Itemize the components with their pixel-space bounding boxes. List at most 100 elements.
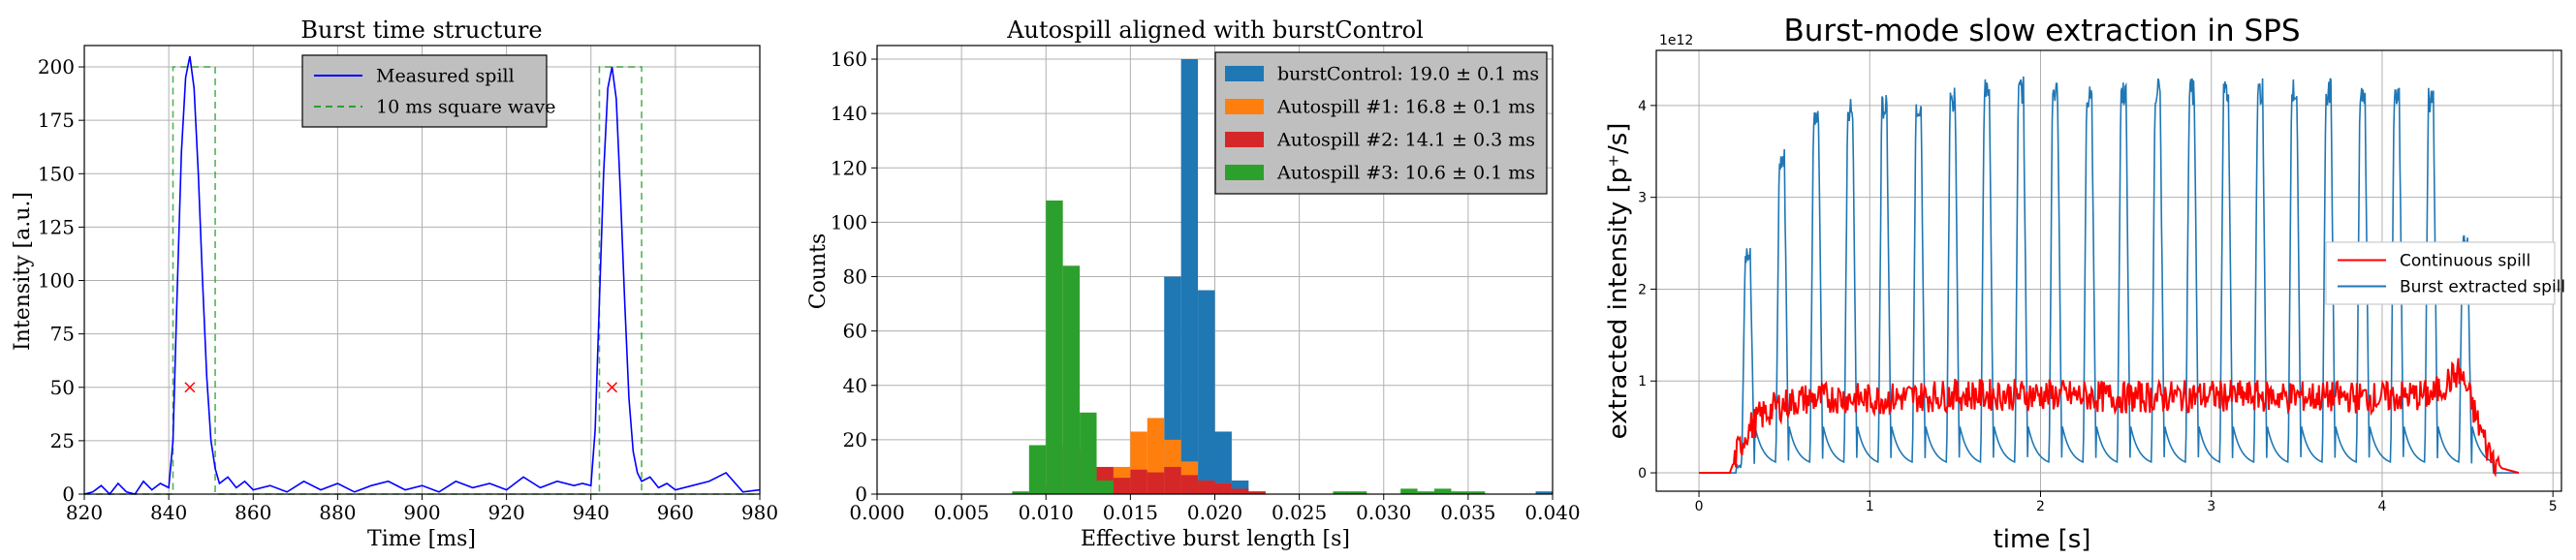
- histogram-bar: [1400, 488, 1418, 494]
- legend-swatch: [1225, 66, 1264, 81]
- x-tick-label: 2: [2036, 499, 2045, 514]
- histogram-bar: [1012, 491, 1029, 494]
- x-tick-label: 0.005: [933, 501, 989, 524]
- histogram-bar: [1198, 290, 1215, 494]
- panel-burst-mode-extraction: Burst-mode slow extraction in SPS time […: [1604, 14, 2565, 554]
- y-tick-label: 60: [843, 320, 867, 343]
- legend-label: Continuous spill: [2400, 251, 2530, 270]
- panel-autospill-histogram: Autospill aligned with burstControl Effe…: [806, 16, 1581, 551]
- histogram-bar: [1333, 491, 1350, 494]
- histogram-bar: [1028, 445, 1047, 494]
- axes-frame: [876, 45, 1554, 495]
- y-tick-label: 25: [50, 429, 75, 452]
- y-tick-label: 140: [831, 102, 867, 125]
- ticks: 820 840 860 880 900 920 940 960 980 0 25 50 75 100 125…: [38, 55, 778, 524]
- axes-frame: [1655, 49, 2562, 492]
- plot-area: [1012, 59, 1553, 495]
- x-tick-label: 0.040: [1524, 501, 1580, 524]
- histogram-bar: [1046, 200, 1063, 495]
- x-tick-label: 1: [1866, 499, 1874, 514]
- histogram-bar: [1214, 482, 1232, 494]
- panel-burst-time-structure: Burst time structure Time [ms] Intensity…: [11, 16, 778, 551]
- x-tick-label: 840: [150, 501, 187, 524]
- legend-swatch: [1225, 165, 1264, 180]
- legend-label: Autospill #1: 16.8 ± 0.1 ms: [1276, 97, 1535, 118]
- y-tick-label: 100: [38, 269, 75, 293]
- x-tick-label: 980: [741, 501, 778, 524]
- x-tick-label: 0.035: [1440, 501, 1495, 524]
- legend-label: Autospill #3: 10.6 ± 0.1 ms: [1276, 163, 1535, 184]
- x-tick-label: 960: [657, 501, 694, 524]
- x-axis-label: Time [ms]: [367, 527, 476, 551]
- y-axis-label: extracted intensity [p⁺/s]: [1604, 123, 1633, 440]
- histogram-bar: [1096, 480, 1114, 494]
- y-tick-label: 4: [1638, 99, 1647, 114]
- x-tick-label: 4: [2378, 499, 2387, 514]
- legend-label: Burst extracted spill: [2400, 277, 2565, 296]
- y-tick-label: 3: [1638, 191, 1647, 206]
- histogram-bar: [1080, 412, 1097, 494]
- legend-label: Measured spill: [376, 66, 515, 87]
- ticks: 0.000 0.005 0.010 0.015 0.020 0.025 0.030 0.035…: [831, 47, 1581, 524]
- legend-label: burstControl: 19.0 ± 0.1 ms: [1277, 64, 1539, 85]
- y-tick-label: 40: [843, 374, 867, 397]
- x-axis-label: Effective burst length [s]: [1081, 527, 1350, 551]
- histogram-bar: [1198, 480, 1215, 494]
- histogram-bar: [1467, 491, 1486, 494]
- x-tick-label: 0.025: [1272, 501, 1327, 524]
- legend: Continuous spill Burst extracted spill: [2325, 241, 2565, 305]
- y-offset-text: 1e12: [1659, 33, 1693, 48]
- series-measured-spill: [83, 55, 761, 496]
- histogram-bar: [1417, 491, 1435, 494]
- y-tick-label: 160: [831, 47, 867, 71]
- legend-swatch: [1225, 132, 1264, 147]
- y-tick-label: 50: [50, 376, 75, 399]
- histogram-bar: [1164, 466, 1181, 494]
- x-tick-label: 5: [2549, 499, 2558, 514]
- legend-label: Autospill #2: 14.1 ± 0.3 ms: [1276, 130, 1535, 151]
- histogram-bar: [1180, 59, 1199, 494]
- y-tick-label: 0: [855, 482, 867, 506]
- y-tick-label: 150: [38, 162, 75, 185]
- histogram-bar: [1535, 491, 1553, 494]
- histogram-bar: [1062, 265, 1081, 494]
- x-tick-label: 0.030: [1356, 501, 1411, 524]
- x-tick-label: 920: [488, 501, 525, 524]
- histogram-bar: [1180, 475, 1199, 494]
- legend-box: [2325, 241, 2556, 305]
- chart-title: Burst-mode slow extraction in SPS: [1783, 14, 2300, 48]
- y-axis-label: Intensity [a.u.]: [11, 192, 35, 351]
- x-tick-label: 940: [573, 501, 610, 524]
- x-tick-label: 860: [235, 501, 271, 524]
- axes-frame: [83, 45, 761, 495]
- legend-label: 10 ms square wave: [376, 97, 555, 118]
- histogram-bar: [1451, 491, 1468, 494]
- y-axis-label: Counts: [806, 233, 831, 310]
- x-tick-label: 820: [66, 501, 103, 524]
- y-tick-label: 120: [831, 156, 867, 179]
- histogram-bar: [1434, 488, 1452, 494]
- histogram-bar: [1231, 488, 1249, 494]
- y-tick-label: 20: [843, 428, 867, 451]
- histogram-bar: [1248, 491, 1266, 494]
- histogram-bar: [1147, 472, 1165, 494]
- y-tick-label: 200: [38, 55, 75, 78]
- y-tick-label: 75: [50, 323, 75, 346]
- x-tick-label: 900: [403, 501, 440, 524]
- histogram-bar: [1214, 431, 1232, 494]
- y-tick-label: 80: [843, 265, 867, 289]
- y-tick-label: 0: [62, 482, 75, 506]
- histogram-bar: [1349, 491, 1367, 494]
- y-tick-label: 1: [1638, 374, 1647, 389]
- x-tick-label: 0.015: [1103, 501, 1158, 524]
- y-tick-label: 0: [1638, 466, 1647, 482]
- x-axis-label: time [s]: [1994, 525, 2091, 554]
- series-burst-extracted-spill: [1699, 76, 2519, 474]
- legend-swatch: [1225, 99, 1264, 114]
- y-tick-label: 100: [831, 210, 867, 233]
- y-tick-label: 2: [1638, 282, 1647, 297]
- y-tick-label: 175: [38, 109, 75, 132]
- x-tick-label: 0.010: [1019, 501, 1074, 524]
- legend: Measured spill 10 ms square wave: [301, 54, 555, 128]
